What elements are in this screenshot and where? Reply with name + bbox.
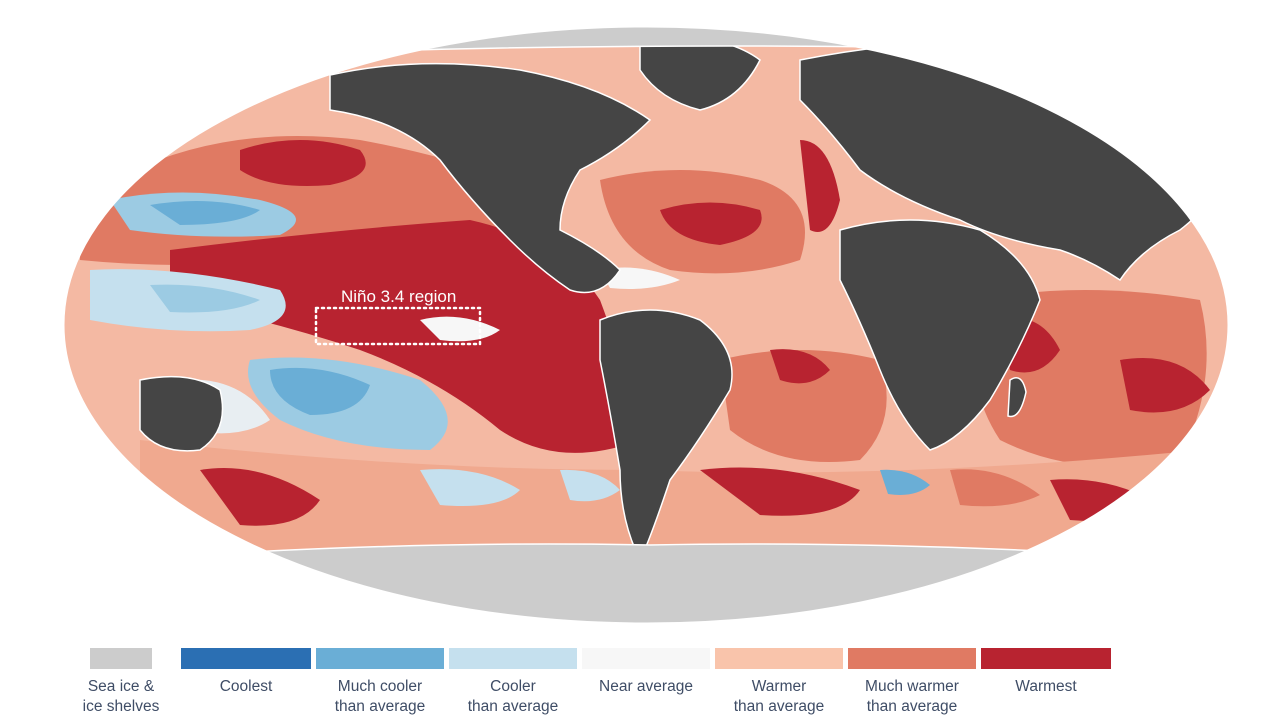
legend-item: Sea ice & ice shelves [83, 648, 159, 717]
legend-swatch [582, 648, 710, 669]
legend-swatch [449, 648, 577, 669]
legend-label-line1: Cooler [490, 678, 536, 695]
legend-label-line1: Near average [599, 678, 693, 695]
madagascar [1007, 377, 1027, 418]
legend: Sea ice & ice shelves Coolest Much cooler th… [0, 640, 1280, 720]
legend-label: Coolest [181, 677, 311, 697]
legend-label-line1: Coolest [219, 678, 273, 695]
legend-item: Much cooler than average [316, 648, 444, 717]
legend-label: Warmer than average [715, 677, 843, 717]
legend-label: Warmest [981, 677, 1111, 697]
legend-label-line1: Much warmer [865, 678, 959, 695]
legend-item: Coolest [181, 648, 311, 697]
australia [139, 375, 224, 452]
legend-label: Much warmer than average [848, 677, 976, 717]
legend-item: Warmest [981, 648, 1111, 697]
legend-label-line2: than average [467, 698, 559, 715]
legend-item: Cooler than average [449, 648, 577, 717]
legend-label: Cooler than average [449, 677, 577, 717]
legend-label-line1: Warmer [751, 678, 807, 695]
legend-swatch [181, 648, 311, 669]
legend-label-line1: Sea ice & [87, 678, 155, 695]
south-america [599, 309, 733, 562]
legend-label: Near average [582, 677, 710, 697]
sea-surface-temperature-map: Niño 3.4 region [63, 26, 1229, 624]
legend-swatch [316, 648, 444, 669]
north-america [329, 62, 652, 294]
legend-swatch [848, 648, 976, 669]
legend-label-line2: than average [733, 698, 825, 715]
legend-label-line1: Warmest [1015, 678, 1077, 695]
nino-region-box [314, 306, 482, 346]
legend-swatch [715, 648, 843, 669]
world-map: Niño 3.4 region [63, 26, 1229, 624]
legend-label-line2: ice shelves [82, 698, 160, 715]
legend-swatch [90, 648, 152, 669]
legend-label: Much cooler than average [316, 677, 444, 717]
legend-item: Much warmer than average [848, 648, 976, 717]
legend-swatch [981, 648, 1111, 669]
legend-label-line2: than average [334, 698, 426, 715]
legend-item: Near average [582, 648, 710, 697]
globe-outline [63, 26, 1229, 624]
legend-label: Sea ice & ice shelves [70, 677, 172, 717]
legend-label-line1: Much cooler [337, 678, 423, 695]
nino-region-label: Niño 3.4 region [341, 287, 456, 306]
legend-label-line2: than average [866, 698, 958, 715]
legend-item: Warmer than average [715, 648, 843, 717]
ocean-anomaly-layer [80, 136, 1210, 560]
africa [839, 219, 1041, 451]
antarctica [119, 543, 1201, 623]
